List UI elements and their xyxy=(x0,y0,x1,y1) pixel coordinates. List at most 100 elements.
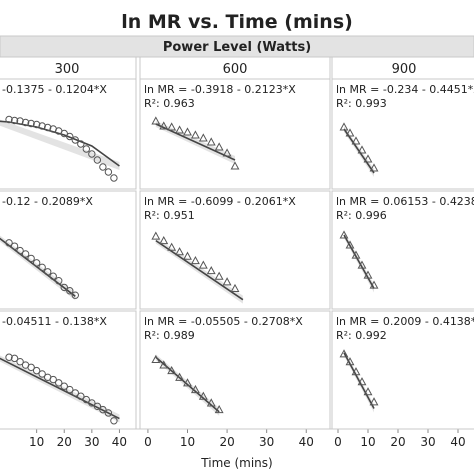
data-point xyxy=(71,291,79,299)
data-point xyxy=(93,156,102,164)
data-point xyxy=(151,116,161,125)
data-point xyxy=(93,402,102,410)
data-point xyxy=(339,349,349,358)
data-point xyxy=(190,130,200,139)
data-point xyxy=(21,118,30,127)
data-point xyxy=(110,174,118,182)
data-point xyxy=(66,287,74,295)
data-point xyxy=(5,353,13,361)
data-point xyxy=(357,145,367,154)
data-point xyxy=(27,119,35,128)
data-point xyxy=(55,277,63,285)
data-point xyxy=(32,366,41,375)
r2-label: R²: 0.992 xyxy=(336,329,387,342)
facet-panel: ln MR = 0.06153 - 0.4238*XR²: 0.996 xyxy=(331,190,474,310)
data-point xyxy=(5,239,13,247)
data-point xyxy=(183,378,192,387)
r2-label: R²: 0.993 xyxy=(336,97,387,110)
equation-label: ln MR = 0.06153 - 0.4238*X xyxy=(336,195,474,208)
facet-panel: ln MR = 0.2009 - 0.4138*XR²: 0.992 xyxy=(331,310,474,430)
x-tick-label: 10 xyxy=(360,435,375,449)
fit-line xyxy=(343,352,375,409)
equation-label: -0.12 - 0.2089*X xyxy=(2,195,93,208)
data-point xyxy=(32,259,41,267)
panel-frame xyxy=(331,78,474,190)
data-point xyxy=(214,142,224,151)
data-point xyxy=(183,251,192,260)
data-point xyxy=(71,389,79,397)
equation-label: -0.1375 - 0.1204*X xyxy=(2,83,107,96)
data-point xyxy=(167,122,177,131)
data-point xyxy=(363,154,373,163)
x-tick-label: 40 xyxy=(450,435,465,449)
data-point xyxy=(110,417,118,425)
data-point xyxy=(77,140,85,148)
facet-panel: -0.04511 - 0.138*X xyxy=(0,310,137,430)
data-point xyxy=(159,121,169,130)
data-point xyxy=(369,397,379,406)
data-point xyxy=(16,358,24,366)
data-point xyxy=(339,230,349,239)
data-point xyxy=(16,246,24,255)
r2-label: R²: 0.963 xyxy=(144,97,195,110)
r2-label: R²: 0.951 xyxy=(144,209,195,222)
data-point xyxy=(363,387,373,396)
column-label: 300 xyxy=(55,62,80,77)
r2-label: R²: 0.996 xyxy=(336,209,387,222)
x-tick-label: 40 xyxy=(112,435,127,449)
x-tick-label: 0 xyxy=(144,435,152,449)
data-point xyxy=(49,375,57,384)
equation-label: -0.04511 - 0.138*X xyxy=(2,315,107,328)
data-point xyxy=(351,367,361,376)
data-point xyxy=(60,129,68,138)
x-tick-label: 10 xyxy=(180,435,195,449)
data-point xyxy=(55,379,63,387)
data-point xyxy=(60,382,68,390)
data-point xyxy=(206,266,216,275)
x-tick-label: 20 xyxy=(219,435,234,449)
data-point xyxy=(43,268,52,276)
data-point xyxy=(38,122,46,130)
data-point xyxy=(104,409,113,417)
data-point xyxy=(82,395,91,404)
facet-title: Power Level (Watts) xyxy=(163,40,311,55)
data-point xyxy=(16,117,24,125)
data-point xyxy=(10,116,19,125)
data-point xyxy=(159,360,169,369)
data-point xyxy=(351,250,361,259)
x-tick-label: 20 xyxy=(390,435,405,449)
data-point xyxy=(198,260,208,269)
facet-panel: ln MR = -0.6099 - 0.2061*XR²: 0.951 xyxy=(139,190,331,310)
x-tick-label: 10 xyxy=(29,435,44,449)
data-point xyxy=(5,115,13,124)
x-tick-label: 30 xyxy=(420,435,435,449)
data-point xyxy=(159,235,169,245)
data-point xyxy=(38,370,46,378)
data-point xyxy=(339,122,349,131)
facet-panel: ln MR = -0.3918 - 0.2123*XR²: 0.963 xyxy=(139,78,331,190)
data-point xyxy=(104,168,113,176)
data-point xyxy=(198,133,208,142)
data-point xyxy=(27,363,35,371)
data-point xyxy=(43,123,52,132)
data-point xyxy=(151,231,161,240)
facet-panel: -0.1375 - 0.1204*X xyxy=(0,78,137,190)
facet-panel: ln MR = -0.05505 - 0.2708*XR²: 0.989 xyxy=(139,310,331,430)
data-point xyxy=(222,277,232,286)
data-point xyxy=(151,354,161,363)
data-point xyxy=(357,377,367,386)
data-point xyxy=(206,137,216,146)
data-point xyxy=(190,256,200,265)
panel-frame xyxy=(331,310,474,430)
data-point xyxy=(38,263,46,272)
data-point xyxy=(60,283,68,292)
data-point xyxy=(369,280,379,289)
data-point xyxy=(82,145,91,153)
data-point xyxy=(183,127,192,136)
x-tick-label: 30 xyxy=(84,435,99,449)
data-point xyxy=(214,404,224,414)
equation-label: ln MR = -0.3918 - 0.2123*X xyxy=(144,83,296,96)
data-point xyxy=(175,247,185,256)
data-point xyxy=(357,260,367,269)
data-point xyxy=(27,254,35,263)
